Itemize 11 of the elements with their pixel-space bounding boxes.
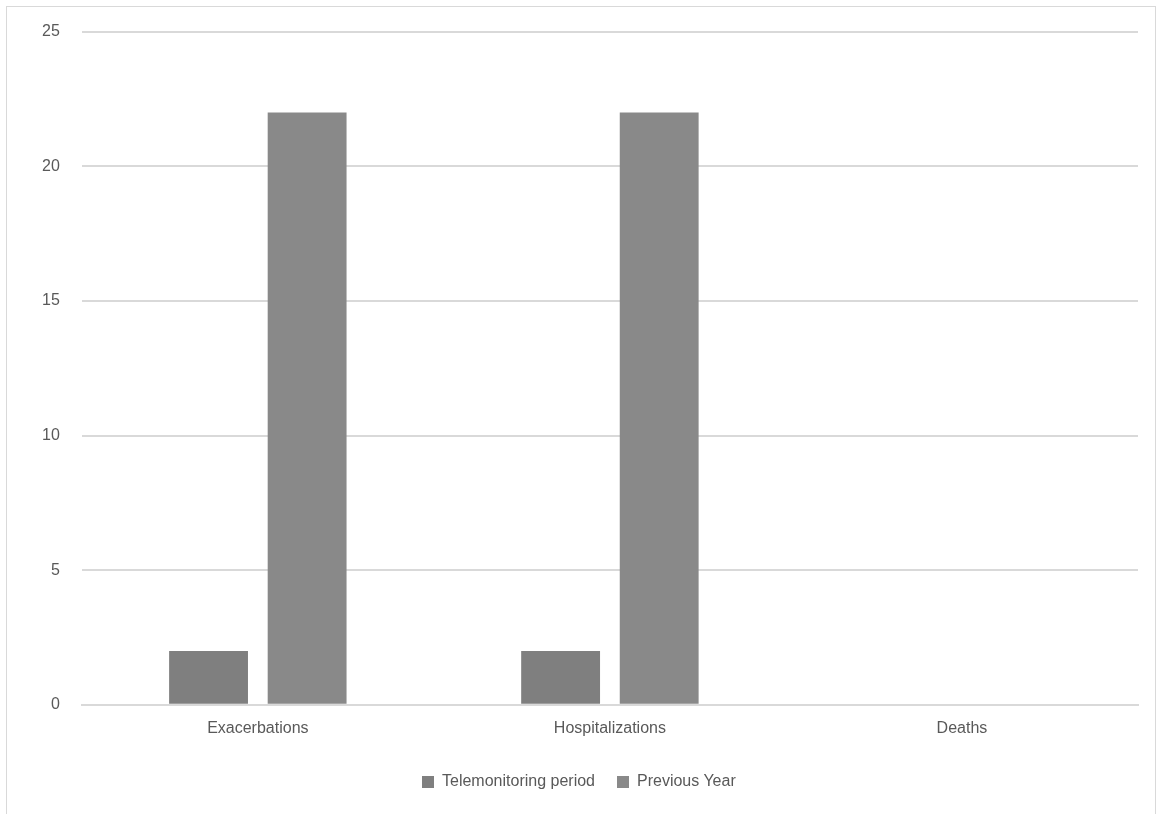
x-tick-label: Exacerbations [207,718,309,736]
y-tick-label: 15 [42,291,60,309]
legend-label: Previous Year [636,772,737,790]
y-tick-label: 25 [42,22,60,40]
y-tick-label: 10 [42,425,60,443]
x-tick-label: Deaths [936,718,988,736]
x-tick-label: Hospitalizations [553,718,666,736]
legend-label: Telemonitoring period [442,772,595,790]
y-tick-label: 0 [50,695,60,713]
y-tick-label: 20 [42,156,60,174]
y-tick-label: 5 [50,560,60,578]
